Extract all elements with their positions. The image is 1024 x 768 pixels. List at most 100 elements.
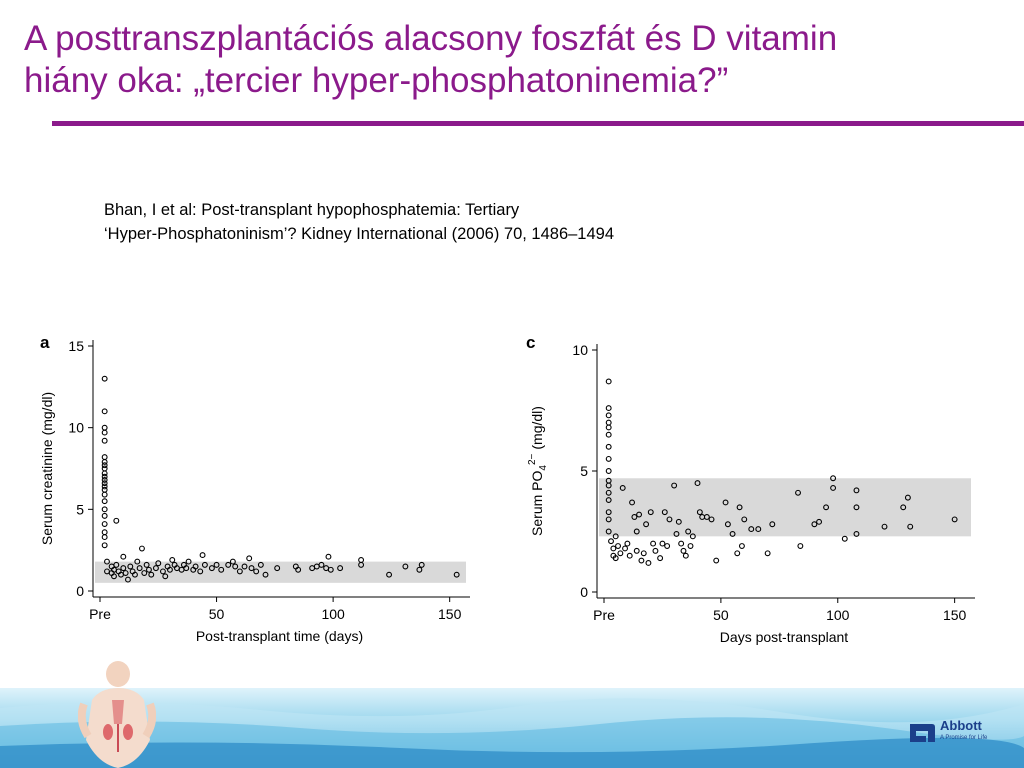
data-point bbox=[605, 455, 612, 462]
abbott-logo-mark-icon bbox=[910, 724, 935, 742]
data-point bbox=[853, 530, 860, 537]
data-point bbox=[736, 504, 743, 511]
data-point bbox=[605, 424, 612, 431]
data-point bbox=[101, 375, 108, 382]
data-point bbox=[904, 494, 911, 501]
data-point bbox=[169, 557, 176, 563]
data-point bbox=[295, 566, 302, 573]
data-point bbox=[162, 573, 169, 580]
data-point bbox=[185, 558, 192, 565]
data-point bbox=[101, 486, 108, 493]
data-point bbox=[197, 568, 204, 575]
title-underline bbox=[52, 121, 1024, 126]
x-tick-label: Pre bbox=[593, 607, 615, 623]
citation-line-2: ‘Hyper-Phosphatoninism’? Kidney Internat… bbox=[104, 225, 615, 243]
data-point bbox=[624, 540, 631, 547]
data-point bbox=[795, 489, 801, 496]
data-point bbox=[741, 516, 748, 523]
data-point bbox=[325, 553, 332, 560]
y-tick-label: 10 bbox=[572, 342, 588, 358]
data-point bbox=[764, 550, 771, 557]
data-point bbox=[631, 514, 638, 520]
slide-title-line-1: A posttranszplantációs alacsony foszfát … bbox=[24, 19, 838, 58]
y-axis-label-subscript: 4 bbox=[538, 465, 549, 471]
panel-label: a bbox=[40, 333, 50, 352]
data-point bbox=[236, 568, 243, 575]
data-point bbox=[101, 534, 108, 541]
data-point bbox=[694, 480, 701, 487]
data-point bbox=[201, 561, 208, 568]
data-point bbox=[664, 543, 671, 549]
data-point bbox=[643, 521, 650, 528]
data-point bbox=[416, 566, 423, 573]
data-point bbox=[657, 555, 664, 562]
data-point bbox=[262, 571, 269, 578]
data-point bbox=[101, 437, 108, 444]
data-point bbox=[418, 561, 425, 568]
data-point bbox=[208, 565, 215, 572]
data-point bbox=[101, 459, 108, 465]
data-point bbox=[841, 535, 848, 542]
data-point bbox=[101, 512, 108, 519]
data-point bbox=[619, 484, 626, 491]
human-anatomy-illustration bbox=[78, 661, 156, 768]
y-tick-label: 0 bbox=[580, 584, 588, 600]
data-point bbox=[881, 523, 888, 530]
data-point bbox=[101, 491, 108, 498]
data-point bbox=[724, 521, 731, 528]
data-point bbox=[132, 571, 138, 578]
abbott-logo: Abbott A Promise for Life bbox=[908, 718, 1018, 758]
data-point bbox=[453, 571, 460, 578]
normal-range-band bbox=[599, 478, 971, 537]
data-point bbox=[608, 538, 614, 545]
data-point bbox=[671, 482, 678, 489]
waves-decoration bbox=[0, 698, 1024, 768]
data-point bbox=[769, 521, 776, 528]
data-point bbox=[145, 566, 152, 573]
citation-line-1: Bhan, I et al: Post-transplant hypophosp… bbox=[104, 201, 520, 219]
data-point bbox=[605, 419, 612, 426]
data-point bbox=[687, 543, 694, 549]
data-point bbox=[650, 540, 657, 547]
data-point bbox=[101, 498, 108, 505]
x-tick-label: 150 bbox=[943, 607, 967, 623]
data-point bbox=[615, 543, 621, 549]
data-point bbox=[183, 565, 190, 572]
data-point bbox=[612, 533, 619, 540]
data-point bbox=[113, 517, 120, 524]
data-point bbox=[605, 489, 612, 496]
data-point bbox=[617, 550, 624, 557]
data-point bbox=[225, 561, 232, 568]
data-point bbox=[659, 540, 666, 547]
data-point bbox=[734, 550, 741, 557]
data-point bbox=[120, 553, 127, 560]
data-point bbox=[640, 550, 647, 557]
y-axis-label-unit: (mg/dl) bbox=[529, 406, 545, 450]
data-point bbox=[241, 563, 248, 570]
data-point bbox=[647, 509, 654, 516]
data-point bbox=[689, 533, 696, 540]
data-point bbox=[629, 499, 636, 506]
data-point bbox=[199, 552, 206, 559]
data-point bbox=[830, 484, 837, 491]
data-point bbox=[605, 497, 612, 503]
data-point bbox=[853, 504, 860, 511]
data-point bbox=[218, 566, 225, 573]
brand-tagline: A Promise for Life bbox=[940, 735, 988, 741]
data-point bbox=[729, 530, 736, 537]
data-point bbox=[253, 568, 260, 575]
x-tick-label: Pre bbox=[89, 606, 111, 622]
data-point bbox=[136, 565, 143, 572]
data-point bbox=[816, 518, 823, 525]
data-point bbox=[622, 545, 629, 552]
data-point bbox=[337, 565, 344, 572]
slide-title: A posttranszplantációs alacsony foszfát … bbox=[24, 18, 1004, 102]
data-point bbox=[101, 529, 108, 536]
data-point bbox=[101, 429, 108, 436]
data-point bbox=[636, 511, 643, 518]
data-point bbox=[605, 412, 612, 419]
data-point bbox=[678, 540, 685, 547]
data-point bbox=[853, 487, 860, 494]
data-point bbox=[159, 568, 166, 575]
data-point bbox=[232, 563, 239, 570]
